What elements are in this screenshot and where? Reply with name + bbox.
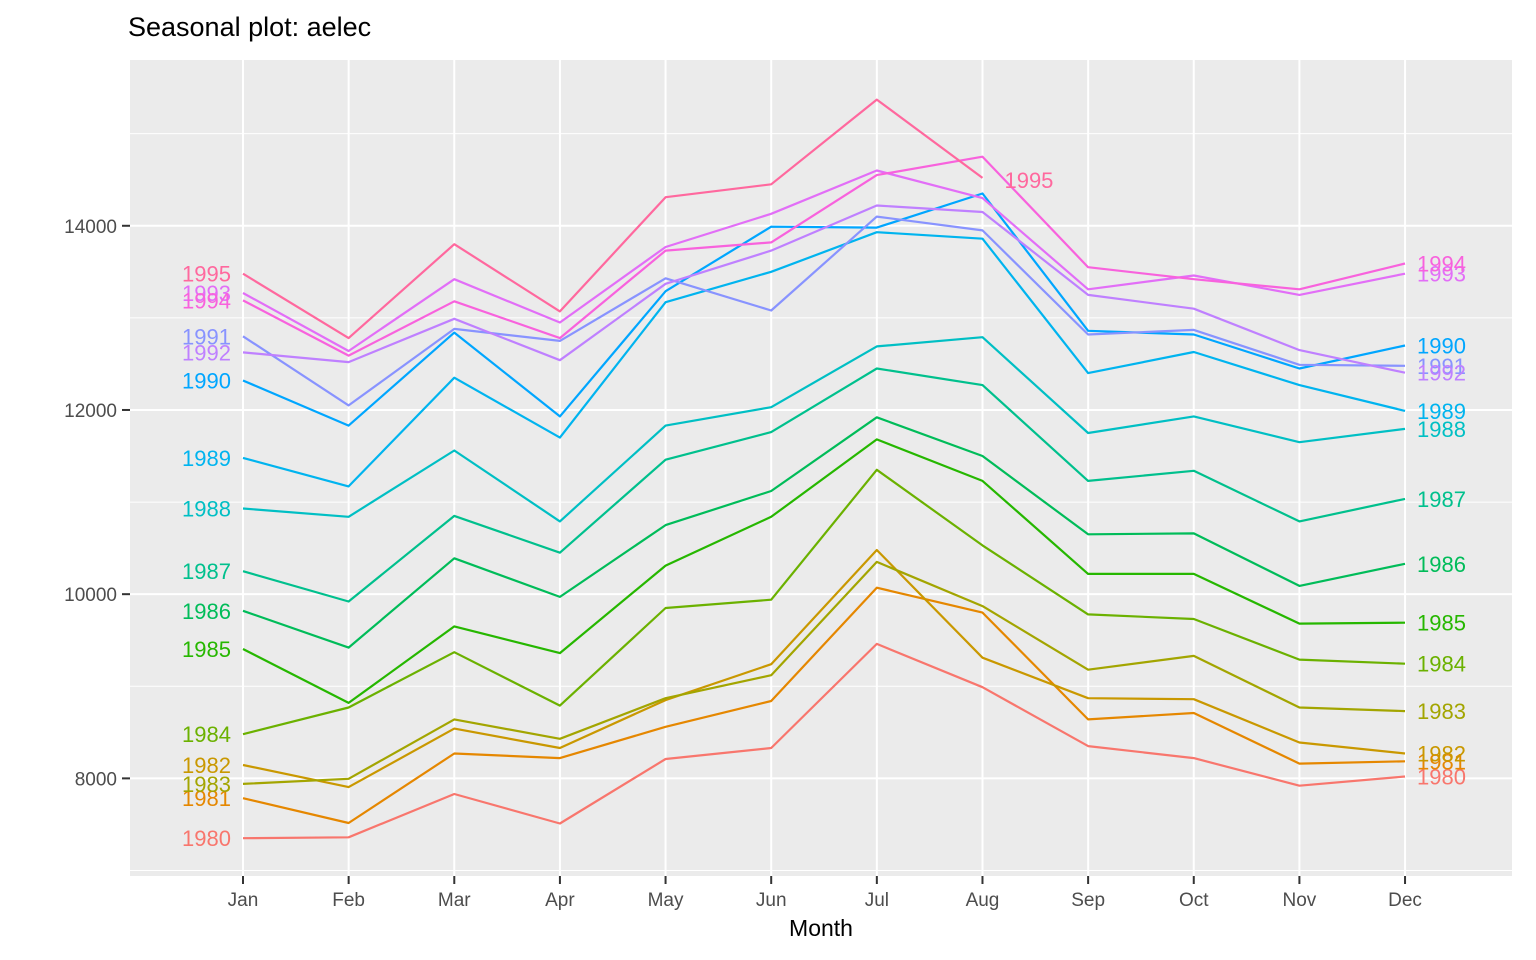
year-label-left-1981: 1981: [182, 786, 231, 811]
series-line-1994: [242, 155, 1406, 357]
year-label-end-1995: 1995: [1004, 168, 1053, 193]
series-line-1985: [242, 438, 1406, 705]
chart-title: Seasonal plot: aelec: [128, 12, 372, 42]
series-line-1984: [242, 468, 1406, 736]
year-label-right-1981: 1981: [1417, 749, 1466, 774]
year-label-left-1980: 1980: [182, 826, 231, 851]
year-label-right-1983: 1983: [1417, 699, 1466, 724]
x-axis-label: Jul: [865, 890, 889, 911]
series-line-1991: [242, 215, 1406, 407]
series-line-1988: [242, 336, 1406, 523]
year-label-right-1991: 1991: [1417, 354, 1466, 379]
series-line-1993: [242, 169, 1406, 353]
year-label-left-1992: 1992: [182, 340, 231, 365]
year-label-right-1992: 1992: [1417, 361, 1466, 386]
y-axis-label: 14000: [64, 217, 117, 238]
year-label-left-1990: 1990: [182, 369, 231, 394]
year-label-left-1991: 1991: [182, 324, 231, 349]
year-label-left-1982: 1982: [182, 753, 231, 778]
y-axis-label: 12000: [64, 401, 117, 422]
series-line-1986: [242, 416, 1406, 649]
x-axis-label: Sep: [1071, 890, 1105, 911]
year-label-left-1994: 1994: [182, 288, 231, 313]
year-label-right-1990: 1990: [1417, 334, 1466, 359]
year-label-right-1982: 1982: [1417, 742, 1466, 767]
x-axis-label: Nov: [1283, 890, 1317, 911]
year-label-left-1986: 1986: [182, 599, 231, 624]
series-line-1981: [242, 586, 1406, 825]
series-line-1992: [242, 204, 1406, 374]
year-label-right-1985: 1985: [1417, 611, 1466, 636]
series-line-1980: [242, 642, 1406, 840]
year-label-left-1984: 1984: [182, 722, 231, 747]
year-label-right-1993: 1993: [1417, 262, 1466, 287]
year-label-right-1994: 1994: [1417, 252, 1466, 277]
year-label-left-1983: 1983: [182, 772, 231, 797]
series-line-1989: [242, 231, 1406, 488]
series-line-1983: [242, 560, 1406, 785]
year-label-right-1986: 1986: [1417, 552, 1466, 577]
y-axis-label: 10000: [64, 585, 117, 606]
year-label-right-1980: 1980: [1417, 765, 1466, 790]
x-axis-label: Dec: [1388, 890, 1422, 911]
year-label-left-1993: 1993: [182, 281, 231, 306]
x-axis-label: Jan: [228, 890, 259, 911]
x-axis-label: Mar: [438, 890, 471, 911]
x-axis-label: Aug: [966, 890, 1000, 911]
x-axis-label: Oct: [1179, 890, 1209, 911]
year-label-left-1989: 1989: [182, 446, 231, 471]
year-label-right-1984: 1984: [1417, 652, 1466, 677]
year-label-left-1985: 1985: [182, 637, 231, 662]
series-line-1987: [242, 367, 1406, 603]
x-axis-label: Apr: [545, 890, 575, 911]
year-label-right-1987: 1987: [1417, 487, 1466, 512]
x-axis-label: May: [648, 890, 684, 911]
year-label-left-1987: 1987: [182, 559, 231, 584]
year-label-left-1988: 1988: [182, 497, 231, 522]
x-axis-label: Feb: [332, 890, 365, 911]
plot-panel: [130, 60, 1512, 876]
y-axis-label: 8000: [75, 769, 117, 790]
series-line-1995: [242, 98, 984, 340]
year-label-right-1988: 1988: [1417, 417, 1466, 442]
year-label-left-1995: 1995: [182, 262, 231, 287]
x-axis-label: Jun: [756, 890, 787, 911]
x-axis-title: Month: [789, 915, 853, 941]
year-label-right-1989: 1989: [1417, 399, 1466, 424]
series-line-1982: [242, 548, 1406, 789]
